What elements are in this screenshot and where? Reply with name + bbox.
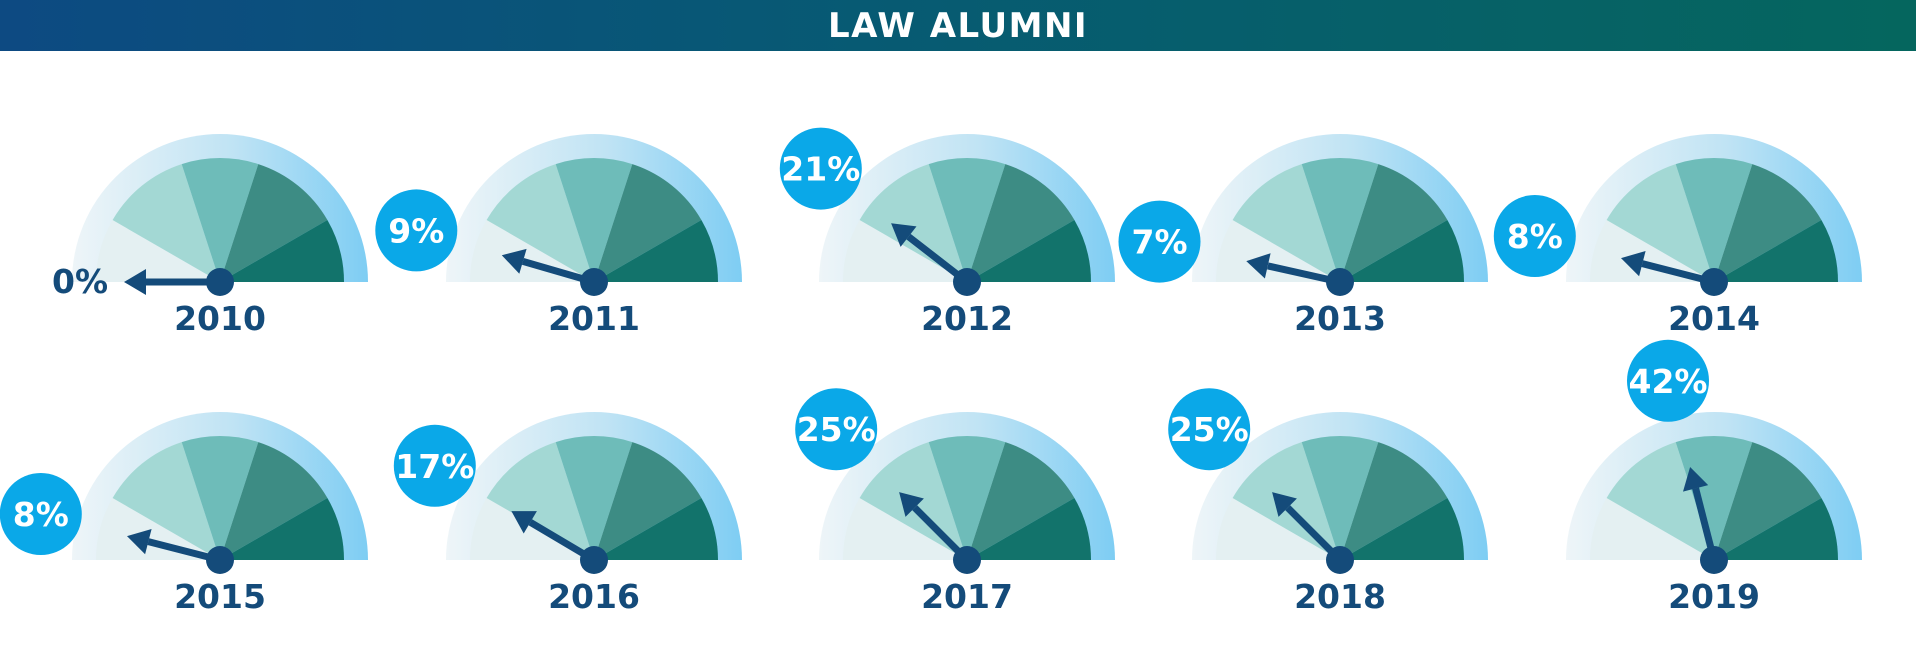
- gauge-band-2: [1606, 164, 1714, 282]
- gauge-band-1: [843, 498, 967, 560]
- gauge-hub: [953, 546, 981, 574]
- value-label: 0%: [52, 262, 108, 301]
- gauge-2016: 17% 2016: [393, 412, 742, 616]
- value-label: 9%: [388, 211, 444, 250]
- gauge-band-4: [594, 164, 702, 282]
- page-title: LAW ALUMNI: [827, 5, 1089, 46]
- value-badge: 8%: [0, 473, 82, 555]
- year-label: 2015: [174, 577, 266, 616]
- gauge-band-1: [1216, 498, 1340, 560]
- value-badge: 42%: [1627, 339, 1709, 422]
- value-badge: 21%: [779, 127, 862, 210]
- gauge-hub: [953, 268, 981, 296]
- gauge-band-2: [1606, 442, 1714, 560]
- gauge-band-3: [181, 436, 259, 560]
- gauge-band-1: [96, 220, 220, 282]
- gauge-2013: 7% 2013: [1118, 134, 1488, 338]
- gauge-band-4: [220, 442, 328, 560]
- gauge-band-3: [1301, 158, 1379, 282]
- gauge-hub: [1700, 546, 1728, 574]
- gauge-band-5: [1340, 220, 1464, 282]
- value-label: 8%: [1507, 217, 1563, 256]
- gauge-band-5: [220, 498, 344, 560]
- gauge-2010: 0% 2010: [52, 134, 368, 338]
- value-badge: 7%: [1118, 200, 1201, 283]
- gauge-2019: 42% 2019: [1566, 339, 1862, 616]
- gauge-band-2: [486, 442, 594, 560]
- value-badge: 25%: [795, 388, 878, 471]
- gauge-2011: 9% 2011: [375, 134, 742, 338]
- gauge-band-5: [1340, 498, 1464, 560]
- gauge-2018: 25% 2018: [1168, 388, 1488, 616]
- gauge-band-4: [1340, 164, 1448, 282]
- gauge-band-2: [1232, 164, 1340, 282]
- value-label: 7%: [1131, 223, 1187, 262]
- gauge-band-4: [1340, 442, 1448, 560]
- gauge-band-5: [594, 498, 718, 560]
- gauge-band-2: [112, 442, 220, 560]
- gauge-band-3: [1301, 436, 1379, 560]
- gauge-band-4: [967, 164, 1075, 282]
- value-label: 21%: [781, 150, 860, 189]
- year-label: 2016: [548, 577, 640, 616]
- year-label: 2011: [548, 299, 640, 338]
- page-header: LAW ALUMNI: [0, 0, 1916, 51]
- year-label: 2014: [1668, 299, 1760, 338]
- value-badge: 8%: [1493, 195, 1576, 277]
- gauge-band-1: [470, 220, 594, 282]
- year-label: 2010: [174, 299, 266, 338]
- gauge-band-3: [928, 436, 1006, 560]
- gauge-2014: 8% 2014: [1493, 134, 1862, 338]
- gauge-band-5: [967, 220, 1091, 282]
- value-label: 25%: [797, 410, 876, 449]
- gauge-hub: [580, 546, 608, 574]
- gauge-band-3: [1675, 158, 1753, 282]
- gauge-hub: [1326, 546, 1354, 574]
- gauge-band-2: [112, 164, 220, 282]
- gauge-hub: [206, 268, 234, 296]
- gauge-band-1: [96, 498, 220, 560]
- gauge-band-3: [555, 436, 633, 560]
- gauge-hub: [1700, 268, 1728, 296]
- gauge-band-3: [1675, 436, 1753, 560]
- gauge-band-1: [1590, 220, 1714, 282]
- gauge-hub: [206, 546, 234, 574]
- gauge-band-5: [1714, 220, 1838, 282]
- gauge-hub: [580, 268, 608, 296]
- year-label: 2019: [1668, 577, 1760, 616]
- value-label: 25%: [1170, 410, 1249, 449]
- gauge-band-4: [1714, 164, 1822, 282]
- gauge-band-4: [1714, 442, 1822, 560]
- year-label: 2018: [1294, 577, 1386, 616]
- gauge-band-2: [486, 164, 594, 282]
- gauge-band-2: [859, 164, 967, 282]
- gauge-2015: 8% 2015: [0, 412, 368, 616]
- value-label: 8%: [13, 495, 69, 534]
- gauge-band-5: [220, 220, 344, 282]
- value-badge: 25%: [1168, 388, 1251, 471]
- gauge-band-4: [594, 442, 702, 560]
- gauge-band-5: [1714, 498, 1838, 560]
- value-label: 42%: [1629, 362, 1708, 401]
- gauge-band-3: [555, 158, 633, 282]
- gauge-band-1: [843, 220, 967, 282]
- gauge-band-5: [594, 220, 718, 282]
- gauge-band-5: [967, 498, 1091, 560]
- gauge-2012: 21% 2012: [779, 127, 1115, 338]
- gauge-hub: [1326, 268, 1354, 296]
- gauge-band-1: [1590, 498, 1714, 560]
- value-badge: 17%: [393, 424, 476, 507]
- year-label: 2013: [1294, 299, 1386, 338]
- gauge-band-3: [928, 158, 1006, 282]
- year-label: 2012: [921, 299, 1013, 338]
- value-label: 17%: [395, 447, 474, 486]
- gauge-band-4: [220, 164, 328, 282]
- gauge-band-3: [181, 158, 259, 282]
- gauge-band-1: [1216, 220, 1340, 282]
- value-badge: 9%: [375, 189, 458, 272]
- gauge-2017: 25% 2017: [795, 388, 1115, 616]
- year-label: 2017: [921, 577, 1013, 616]
- gauge-band-4: [967, 442, 1075, 560]
